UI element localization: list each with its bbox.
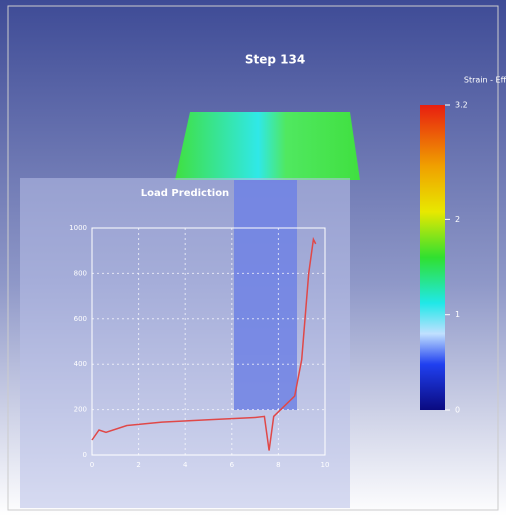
y-tick-label: 400 — [74, 360, 87, 368]
x-tick-label: 10 — [321, 461, 330, 469]
y-tick-label: 200 — [74, 406, 87, 414]
colorbar-tick-label: 2 — [455, 215, 460, 224]
y-tick-label: 0 — [83, 451, 87, 459]
colorbar-title: Strain - Eff — [464, 76, 506, 85]
x-tick-label: 8 — [276, 461, 280, 469]
x-tick-label: 6 — [230, 461, 235, 469]
y-tick-label: 800 — [74, 269, 87, 277]
colorbar — [420, 105, 445, 410]
step-title: Step 134 — [245, 53, 305, 67]
x-tick-label: 2 — [136, 461, 140, 469]
x-tick-label: 4 — [183, 461, 188, 469]
load-curve — [91, 236, 317, 451]
y-tick-label: 600 — [74, 315, 87, 323]
colorbar-tick-label: 1 — [455, 310, 460, 319]
chart-title: Load Prediction — [141, 188, 229, 199]
x-tick-label: 0 — [90, 461, 94, 469]
colorbar-tick-label: 3.2 — [455, 101, 468, 110]
colorbar-tick-label: 0 — [455, 406, 460, 415]
part-top — [175, 112, 360, 180]
frame — [7, 5, 499, 511]
y-tick-label: 1000 — [69, 224, 87, 232]
